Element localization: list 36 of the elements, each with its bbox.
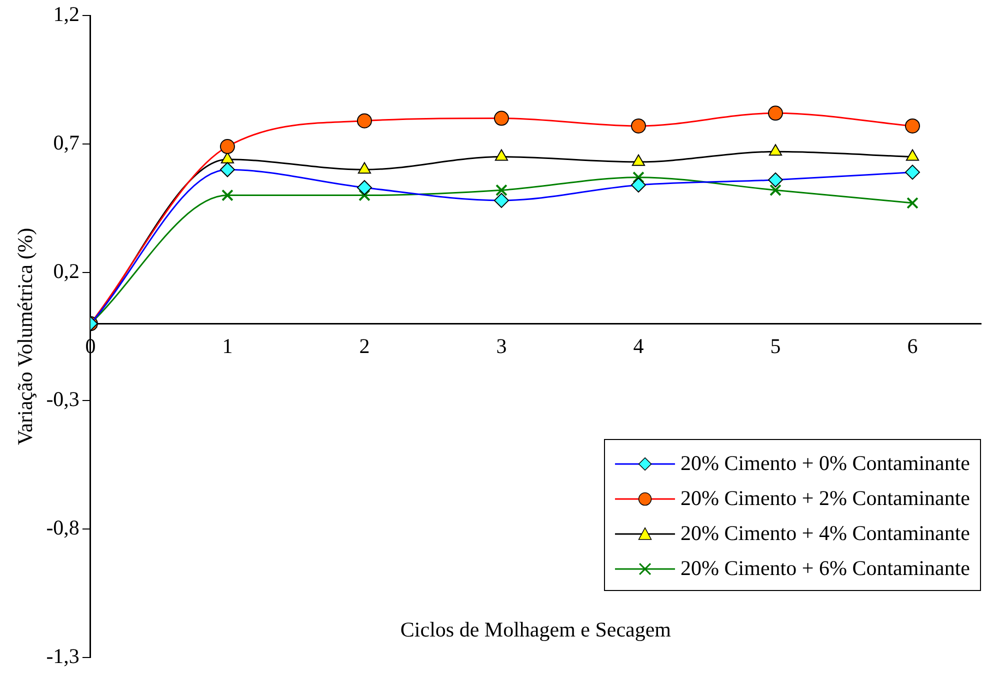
y-axis-title: Variação Volumétrica (%) bbox=[13, 228, 38, 446]
y-tick-label: -0,3 bbox=[46, 387, 80, 412]
point bbox=[356, 180, 372, 196]
x-tick-label: 6 bbox=[907, 334, 918, 358]
x-tick-label: 5 bbox=[770, 334, 781, 358]
point bbox=[768, 172, 783, 188]
y-tick-label: 1,2 bbox=[53, 2, 80, 26]
point bbox=[770, 184, 782, 196]
point bbox=[632, 171, 644, 184]
point bbox=[496, 184, 508, 196]
legend-label: 20% Cimento + 4% Contaminante bbox=[680, 521, 970, 546]
point bbox=[904, 118, 920, 134]
point bbox=[906, 197, 918, 209]
point bbox=[220, 139, 235, 154]
x-tick-label: 1 bbox=[222, 334, 233, 358]
x-tick-label: 2 bbox=[359, 334, 370, 358]
point bbox=[768, 106, 783, 121]
y-tick-label: -1,3 bbox=[46, 644, 80, 668]
x-axis-title: Ciclos de Molhagem e Secagem bbox=[400, 618, 672, 642]
x-tick-label: 4 bbox=[633, 334, 644, 358]
point bbox=[356, 113, 372, 128]
point bbox=[630, 178, 646, 193]
y-tick-label: -0,8 bbox=[46, 516, 80, 540]
y-tick-label: 0,7 bbox=[53, 130, 80, 154]
point bbox=[494, 110, 509, 126]
point bbox=[220, 162, 235, 178]
point bbox=[358, 189, 370, 202]
legend-label: 20% Cimento + 2% Contaminante bbox=[680, 486, 970, 511]
point bbox=[904, 164, 920, 180]
point bbox=[222, 189, 234, 202]
legend-label: 20% Cimento + 0% Contaminante bbox=[680, 451, 970, 476]
point bbox=[630, 118, 646, 134]
legend-label: 20% Cimento + 6% Contaminante bbox=[680, 556, 970, 581]
point bbox=[494, 192, 509, 208]
y-tick-label: 0,2 bbox=[53, 258, 80, 283]
x-tick-label: 3 bbox=[496, 334, 507, 358]
